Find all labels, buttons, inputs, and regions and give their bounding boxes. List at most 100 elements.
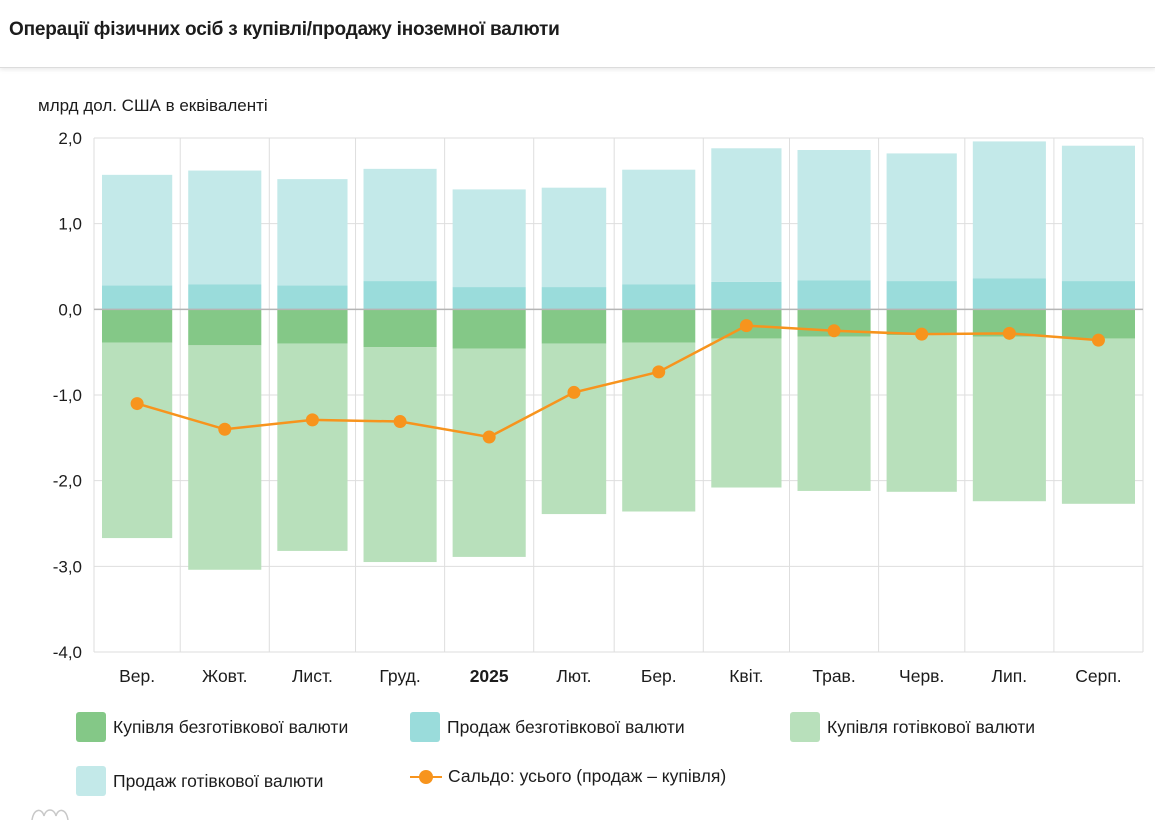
- legend-swatch: [790, 712, 820, 742]
- balance-point: [652, 365, 666, 379]
- y-tick-label: 0,0: [58, 300, 82, 319]
- chart-header: Операції фізичних осіб з купівлі/продажу…: [0, 0, 1155, 68]
- bar-cash-sell: [188, 170, 262, 285]
- bar-cash-buy: [277, 343, 348, 551]
- bars: [102, 141, 1135, 570]
- bar-cash-sell: [277, 179, 348, 286]
- bar-noncash-sell: [541, 287, 607, 310]
- balance-point: [218, 422, 232, 436]
- y-tick-label: 1,0: [58, 215, 82, 234]
- bar-noncash-buy: [622, 309, 696, 343]
- bar-cash-buy: [102, 342, 173, 539]
- chart-plot: 2,0 1,0 0,0 -1,0 -2,0 -3,0 -4,0 Вер. Жовт. Лист.…: [53, 129, 1144, 686]
- bar-cash-buy: [541, 343, 607, 515]
- bar-cash-buy: [363, 347, 437, 563]
- bar-cash-sell: [363, 168, 437, 282]
- legend-label: Продаж безготівкової валюти: [447, 716, 685, 737]
- bar-cash-sell: [886, 153, 957, 282]
- bar-cash-sell: [541, 187, 607, 288]
- bar-noncash-sell: [452, 287, 526, 310]
- bar-noncash-buy: [277, 309, 348, 344]
- y-tick-label: -2,0: [53, 472, 82, 491]
- bar-cash-buy: [188, 345, 262, 570]
- y-tick-label: 2,0: [58, 129, 82, 148]
- bar-cash-sell: [102, 174, 173, 286]
- legend-item-balance[interactable]: Сальдо: усього (продаж – купівля): [410, 766, 726, 787]
- bar-cash-buy: [972, 336, 1046, 502]
- bar-cash-sell: [452, 189, 526, 288]
- bar-cash-sell: [797, 149, 871, 281]
- bar-cash-sell: [711, 148, 782, 282]
- balance-point: [1091, 333, 1105, 347]
- bar-noncash-sell: [1061, 281, 1135, 310]
- x-tick-label: Трав.: [812, 666, 855, 686]
- x-tick-labels: Вер. Жовт. Лист. Груд. 2025 Лют. Бер. Квіт. Трав…: [119, 666, 1122, 686]
- grid: [93, 137, 1144, 653]
- balance-point: [567, 385, 581, 399]
- legend-item-cash-sell[interactable]: Продаж готівкової валюти: [76, 766, 323, 796]
- x-tick-label: 2025: [470, 666, 509, 686]
- y-tick-labels: 2,0 1,0 0,0 -1,0 -2,0 -3,0 -4,0: [53, 129, 82, 662]
- balance-point: [915, 327, 929, 341]
- x-tick-label: Квіт.: [729, 666, 763, 686]
- balance-point: [305, 413, 319, 427]
- x-tick-label: Лип.: [992, 666, 1028, 686]
- legend-swatch: [76, 766, 106, 796]
- balance-point: [393, 415, 407, 429]
- bar-cash-buy: [452, 348, 526, 557]
- legend-label: Продаж готівкової валюти: [113, 770, 324, 791]
- legend-label: Купівля готівкової валюти: [827, 716, 1036, 737]
- legend-swatch: [410, 712, 440, 742]
- bar-noncash-buy: [102, 309, 173, 343]
- legend-line-marker-icon: [410, 769, 442, 784]
- legend-item-cash-buy[interactable]: Купівля готівкової валюти: [790, 712, 1035, 742]
- x-tick-label: Бер.: [641, 666, 677, 686]
- chart-title: Операції фізичних осіб з купівлі/продажу…: [9, 19, 560, 40]
- bar-noncash-sell: [797, 280, 871, 310]
- balance-line-path: [136, 324, 1099, 439]
- balance-line: [130, 319, 1105, 444]
- bar-cash-buy: [711, 338, 782, 488]
- legend-label: Сальдо: усього (продаж – купівля): [448, 766, 727, 786]
- bar-noncash-sell: [886, 281, 957, 310]
- balance-point: [1002, 326, 1016, 340]
- bar-noncash-buy: [452, 309, 526, 349]
- bar-noncash-sell: [622, 284, 696, 310]
- x-tick-label: Лют.: [556, 666, 591, 686]
- y-tick-label: -1,0: [53, 386, 82, 405]
- bar-noncash-buy: [1061, 309, 1135, 339]
- bar-noncash-sell: [972, 278, 1046, 310]
- bar-noncash-buy: [363, 309, 437, 348]
- bar-noncash-buy: [541, 309, 607, 344]
- y-tick-label: -3,0: [53, 557, 82, 576]
- bar-cash-buy: [1061, 338, 1135, 504]
- x-tick-label: Жовт.: [202, 666, 248, 686]
- bar-noncash-sell: [363, 281, 437, 310]
- bar-noncash-buy: [188, 309, 262, 346]
- bar-cash-sell: [1061, 145, 1135, 282]
- balance-point: [130, 397, 144, 411]
- x-tick-label: Серп.: [1075, 666, 1121, 686]
- x-tick-label: Лист.: [292, 666, 333, 686]
- logo-icon: [31, 809, 69, 820]
- bar-cash-buy: [886, 335, 957, 492]
- bar-noncash-sell: [188, 284, 262, 310]
- bar-cash-buy: [797, 336, 871, 491]
- bar-cash-sell: [972, 141, 1046, 279]
- y-axis-unit-label: млрд дол. США в еквіваленті: [38, 96, 268, 115]
- legend-swatch: [76, 712, 106, 742]
- legend-item-noncash-sell[interactable]: Продаж безготівкової валюти: [410, 712, 685, 742]
- bar-cash-sell: [622, 169, 696, 285]
- x-tick-label: Груд.: [379, 666, 420, 686]
- balance-point: [739, 319, 753, 333]
- y-tick-label: -4,0: [53, 643, 82, 662]
- legend-item-noncash-buy[interactable]: Купівля безготівкової валюти: [76, 712, 348, 742]
- x-tick-label: Черв.: [899, 666, 944, 686]
- balance-point: [482, 430, 496, 444]
- bar-noncash-sell: [102, 285, 173, 310]
- balance-point: [827, 324, 841, 338]
- legend-label: Купівля безготівкової валюти: [113, 716, 349, 737]
- bar-noncash-sell: [277, 285, 348, 310]
- bar-noncash-sell: [711, 281, 782, 310]
- x-tick-label: Вер.: [119, 666, 155, 686]
